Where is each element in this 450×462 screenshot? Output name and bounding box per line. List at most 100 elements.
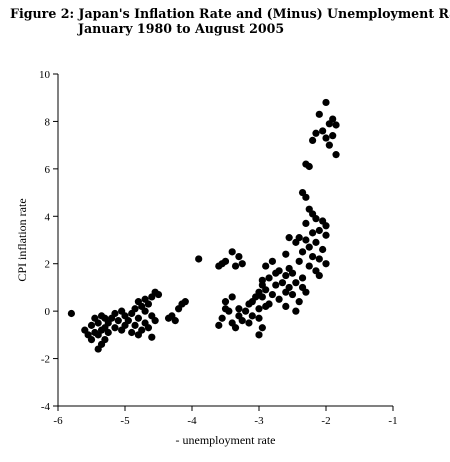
y-tick-label: 6	[45, 164, 51, 176]
data-point	[282, 250, 290, 258]
data-point	[111, 324, 119, 332]
data-point	[121, 312, 129, 320]
data-point	[175, 305, 183, 313]
data-point	[302, 236, 310, 244]
data-point	[215, 321, 223, 329]
data-point	[171, 317, 179, 325]
data-point	[258, 324, 266, 332]
data-point	[332, 121, 340, 129]
data-point	[258, 281, 266, 289]
x-tick-label: -5	[120, 415, 130, 427]
data-point	[288, 269, 297, 277]
data-point	[218, 314, 226, 322]
y-tick-label: -4	[41, 401, 51, 413]
data-point	[278, 279, 287, 287]
data-points	[67, 98, 340, 353]
data-point	[94, 331, 102, 339]
data-point	[322, 222, 330, 230]
data-point	[151, 317, 159, 325]
data-point	[295, 257, 303, 265]
data-point	[134, 314, 142, 322]
data-point	[84, 331, 92, 339]
x-tick-label: -6	[53, 415, 63, 427]
data-point	[315, 255, 323, 263]
data-point	[272, 281, 280, 289]
data-point	[228, 248, 236, 256]
data-point	[322, 134, 330, 142]
x-ticks: -6 -5 -4 -3 -2 -1	[53, 406, 398, 427]
data-point	[238, 260, 246, 268]
data-point	[322, 260, 330, 268]
data-point	[255, 314, 263, 322]
data-point	[319, 127, 327, 135]
data-point	[144, 300, 153, 308]
data-point	[305, 243, 313, 251]
data-point	[322, 98, 330, 107]
data-point	[118, 326, 126, 334]
data-point	[292, 279, 300, 287]
data-point	[231, 324, 240, 332]
y-tick-label: 8	[45, 116, 51, 128]
data-point	[329, 132, 337, 140]
data-point	[268, 290, 276, 299]
data-point	[265, 274, 273, 282]
data-point	[315, 226, 323, 235]
data-point	[315, 110, 323, 118]
axes	[57, 74, 393, 407]
data-point	[91, 314, 99, 322]
y-tick-label: 2	[45, 259, 51, 271]
data-point	[242, 307, 250, 315]
data-point	[245, 300, 253, 308]
data-point	[87, 321, 96, 329]
data-point	[131, 321, 139, 329]
data-point	[295, 298, 303, 306]
data-point	[315, 271, 323, 280]
x-tick-label: -3	[254, 415, 264, 427]
data-point	[235, 312, 243, 320]
data-point	[285, 234, 293, 242]
data-point	[282, 288, 290, 296]
data-point	[262, 302, 270, 310]
data-point	[302, 219, 310, 227]
data-point	[302, 288, 310, 296]
data-point	[322, 231, 330, 239]
x-axis-label: - unemployment rate	[176, 433, 276, 447]
data-point	[148, 293, 156, 301]
data-point	[305, 162, 313, 171]
data-point	[221, 305, 230, 313]
data-point	[144, 324, 153, 332]
data-point	[325, 141, 333, 149]
data-point	[235, 253, 243, 261]
data-point	[164, 314, 173, 322]
data-point	[268, 257, 276, 265]
data-point	[309, 229, 317, 237]
y-tick-label: -2	[41, 354, 50, 366]
y-tick-label: 0	[45, 306, 51, 318]
data-point	[275, 295, 283, 303]
data-point	[332, 151, 340, 159]
data-point	[282, 271, 290, 280]
data-point	[195, 255, 203, 263]
data-point	[218, 260, 226, 268]
data-point	[245, 319, 253, 327]
data-point	[255, 331, 263, 339]
data-point	[235, 305, 243, 313]
data-point	[309, 253, 317, 261]
data-point	[312, 129, 320, 137]
data-point	[134, 331, 142, 339]
data-point	[292, 238, 300, 246]
data-point	[114, 317, 122, 325]
chart-title: Figure 2: Japan's Inflation Rate and (Mi…	[10, 6, 450, 21]
data-point	[248, 312, 256, 320]
y-tick-label: 4	[45, 211, 51, 223]
data-point	[325, 120, 333, 128]
data-point	[312, 238, 320, 246]
data-point	[319, 245, 327, 254]
y-ticks: -4 -2 0 2 4 6 8 10	[39, 69, 58, 413]
data-point	[128, 328, 136, 337]
data-point	[221, 298, 230, 306]
data-point	[67, 309, 75, 318]
data-point	[309, 136, 317, 144]
x-tick-label: -1	[388, 415, 397, 427]
